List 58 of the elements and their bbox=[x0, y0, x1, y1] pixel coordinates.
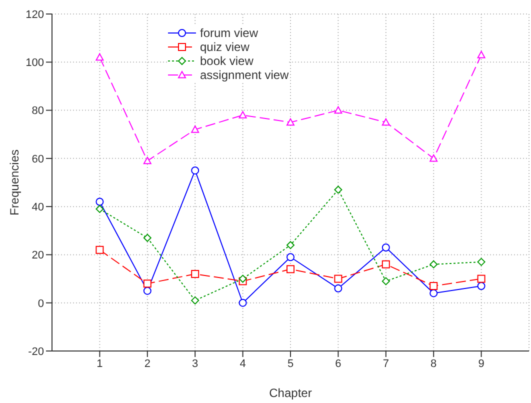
point bbox=[96, 198, 104, 206]
point bbox=[191, 270, 200, 278]
point bbox=[191, 166, 200, 174]
point bbox=[382, 260, 390, 268]
x-tick-label: 3 bbox=[192, 358, 198, 370]
point bbox=[191, 126, 200, 133]
point bbox=[382, 277, 390, 286]
point bbox=[286, 253, 294, 262]
x-tick-label: 6 bbox=[335, 358, 342, 370]
point bbox=[286, 265, 294, 274]
point bbox=[143, 156, 152, 164]
x-tick-label: 4 bbox=[240, 358, 246, 370]
point bbox=[334, 106, 342, 114]
point bbox=[286, 118, 294, 126]
point bbox=[191, 296, 200, 304]
x-tick-label: 7 bbox=[382, 358, 389, 370]
point bbox=[143, 286, 152, 295]
point bbox=[334, 284, 342, 292]
point bbox=[430, 282, 438, 290]
y-tick-label: 120 bbox=[26, 8, 44, 21]
x-tick-label: 9 bbox=[478, 358, 484, 370]
point bbox=[334, 186, 342, 194]
legend-label: quiz view bbox=[200, 40, 250, 54]
y-tick-label: 60 bbox=[32, 153, 44, 166]
x-tick-label: 2 bbox=[144, 358, 150, 370]
x-tick-label: 1 bbox=[96, 358, 103, 370]
y-tick-label: 0 bbox=[38, 298, 44, 310]
point bbox=[430, 154, 438, 162]
point bbox=[334, 274, 342, 283]
point bbox=[477, 50, 486, 58]
x-axis-title: Chapter bbox=[269, 386, 312, 400]
point bbox=[238, 274, 247, 283]
point bbox=[382, 243, 390, 252]
legend-label: book view bbox=[200, 54, 254, 68]
point bbox=[238, 111, 247, 118]
legend-label: assignment view bbox=[200, 68, 289, 82]
point bbox=[96, 246, 104, 254]
y-axis-title: Frequencies bbox=[7, 149, 22, 216]
y-tick-label: 40 bbox=[32, 201, 44, 214]
y-tick-label: 20 bbox=[32, 250, 44, 262]
point bbox=[477, 282, 486, 290]
y-tick-label: 80 bbox=[32, 105, 44, 118]
y-tick-label: -20 bbox=[28, 346, 44, 358]
point bbox=[96, 53, 104, 61]
point bbox=[143, 280, 152, 288]
point bbox=[238, 298, 247, 307]
point bbox=[430, 260, 438, 268]
x-tick-label: 5 bbox=[287, 358, 294, 370]
y-tick-label: 100 bbox=[26, 57, 44, 70]
legend-label: forum view bbox=[200, 26, 258, 40]
point bbox=[96, 204, 104, 213]
point bbox=[143, 234, 152, 242]
point bbox=[286, 241, 294, 250]
point bbox=[477, 258, 486, 266]
point bbox=[382, 118, 390, 126]
x-tick-label: 8 bbox=[430, 358, 437, 370]
point bbox=[477, 274, 486, 283]
point bbox=[430, 289, 438, 298]
